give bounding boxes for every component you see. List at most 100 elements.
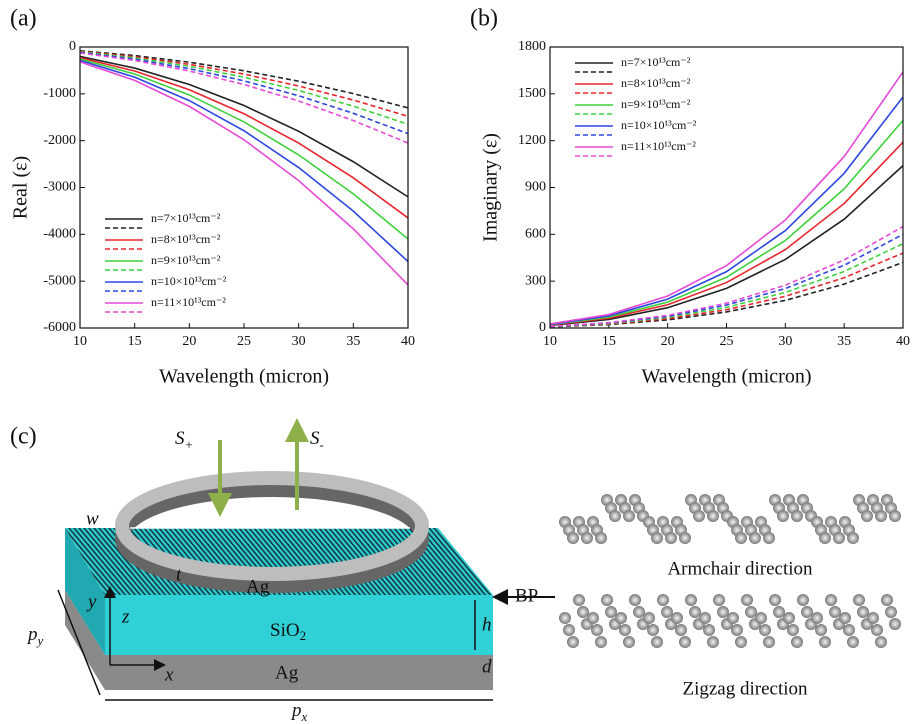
dielectric-sub: 2	[300, 628, 307, 643]
substrate-thickness-label: d	[482, 656, 492, 677]
atom	[839, 612, 851, 624]
x-tick-label: 15	[128, 334, 142, 349]
y-axis-label: Imaginary (ε)	[480, 133, 502, 242]
atom	[815, 624, 827, 636]
period-x-sub: x	[301, 709, 308, 724]
atom	[777, 510, 789, 522]
s-minus: S-	[310, 428, 324, 452]
atom	[741, 594, 753, 606]
atom	[843, 624, 855, 636]
x-tick-label: 15	[602, 334, 616, 349]
series-line-dashed	[549, 233, 904, 328]
atom	[735, 532, 747, 544]
atom	[797, 594, 809, 606]
dielectric-label: SiO2	[270, 620, 306, 643]
series-line	[549, 141, 904, 326]
y-axis-label: Real (ε)	[10, 156, 32, 219]
atom	[717, 606, 729, 618]
atom	[595, 532, 607, 544]
series-line-dashed	[79, 51, 409, 135]
legend-label: n=9×10¹³cm⁻²	[621, 97, 691, 111]
period-y: py	[26, 624, 44, 648]
s-plus-base: S	[175, 428, 185, 449]
panel-label: (a)	[10, 6, 37, 32]
y-tick-label: -6000	[43, 320, 76, 335]
atom	[679, 532, 691, 544]
atom	[577, 606, 589, 618]
atom	[735, 636, 747, 648]
atom	[713, 594, 725, 606]
series-line	[549, 119, 904, 326]
legend-label: n=11×10¹³cm⁻²	[151, 295, 226, 309]
x-tick-label: 20	[182, 334, 196, 349]
x-tick-label: 35	[346, 334, 360, 349]
atom	[727, 612, 739, 624]
atom	[749, 532, 761, 544]
s-plus-sub: +	[185, 437, 194, 452]
atom	[829, 606, 841, 618]
y-tick-label: -5000	[43, 273, 76, 288]
series-line	[79, 58, 409, 240]
series-line	[79, 61, 409, 286]
series-line	[549, 71, 904, 325]
atom	[633, 606, 645, 618]
legend-label: n=8×10¹³cm⁻²	[621, 76, 691, 90]
s-minus-sub: -	[320, 437, 324, 452]
atom	[671, 612, 683, 624]
atom	[881, 594, 893, 606]
atom	[889, 510, 901, 522]
period-y-base: p	[26, 624, 38, 645]
atom	[623, 510, 635, 522]
y-tick-label: 1500	[518, 86, 546, 101]
bp-label: BP	[515, 585, 538, 606]
legend-label: n=9×10¹³cm⁻²	[151, 253, 221, 267]
atom	[811, 612, 823, 624]
atom	[773, 606, 785, 618]
legend-label: n=10×10¹³cm⁻²	[621, 118, 697, 132]
atom	[573, 594, 585, 606]
atom	[801, 606, 813, 618]
atom	[581, 532, 593, 544]
legend-label: n=7×10¹³cm⁻²	[151, 211, 221, 225]
y-tick-label: 300	[525, 273, 546, 288]
atom	[857, 606, 869, 618]
atom	[889, 618, 901, 630]
atom	[707, 636, 719, 648]
atom	[819, 532, 831, 544]
panel-label: (c)	[10, 424, 37, 450]
atom	[601, 594, 613, 606]
atom	[825, 594, 837, 606]
y-tick-label: -4000	[43, 227, 76, 242]
period-x: px	[290, 700, 308, 724]
s-minus-base: S	[310, 428, 320, 449]
atom	[755, 612, 767, 624]
atom	[689, 606, 701, 618]
atom	[871, 624, 883, 636]
z-label: z	[121, 606, 130, 627]
legend-label: n=10×10¹³cm⁻²	[151, 274, 227, 288]
series-line	[549, 165, 904, 327]
atom	[609, 510, 621, 522]
atom	[559, 612, 571, 624]
x-tick-label: 35	[837, 334, 851, 349]
atom	[833, 532, 845, 544]
ag-substrate	[65, 590, 493, 690]
series-line	[79, 56, 409, 219]
s-plus: S+	[175, 428, 193, 452]
atom	[703, 624, 715, 636]
legend-label: n=8×10¹³cm⁻²	[151, 232, 221, 246]
dielectric-base: SiO	[270, 620, 300, 641]
ring-material: Ag	[246, 576, 270, 597]
thickness-label: t	[176, 564, 182, 585]
y-tick-label: -2000	[43, 133, 76, 148]
atom	[665, 532, 677, 544]
series-line	[549, 96, 904, 326]
atom	[693, 510, 705, 522]
y-tick-label: -1000	[43, 86, 76, 101]
bp-structure	[559, 494, 901, 648]
atom	[769, 594, 781, 606]
y-tick-label: 900	[525, 180, 546, 195]
atom	[731, 624, 743, 636]
period-x-base: p	[290, 700, 302, 721]
